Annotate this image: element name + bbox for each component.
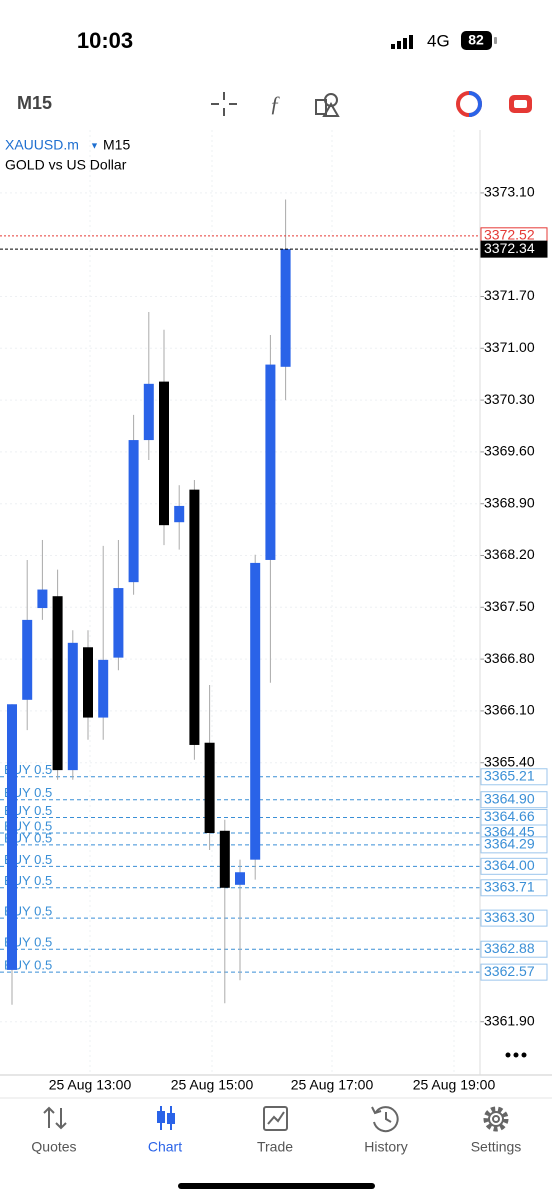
chart-symbol[interactable]: XAUUSD.m — [5, 137, 79, 153]
trade-icon[interactable] — [456, 91, 482, 117]
order-price-label: 3363.71 — [484, 878, 535, 894]
objects-icon[interactable] — [315, 93, 340, 117]
y-tick-label: 3373.10 — [484, 184, 535, 200]
x-tick-label: 25 Aug 13:00 — [49, 1077, 132, 1093]
history-icon[interactable] — [371, 1106, 399, 1133]
home-indicator — [178, 1183, 375, 1189]
tab-bar: Quotes Chart Trade History Settings — [31, 1139, 521, 1155]
signal-icon — [391, 35, 413, 49]
order-price-box — [480, 791, 548, 809]
candle-body — [189, 489, 200, 745]
candle-body — [265, 364, 276, 560]
chart-timeframe: M15 — [103, 137, 130, 153]
candle-body — [37, 589, 48, 609]
candle-body — [113, 588, 124, 658]
more-menu[interactable] — [505, 1052, 527, 1058]
candle-body — [204, 742, 215, 834]
order-price-label: 3362.57 — [484, 963, 535, 979]
y-tick-label: 3371.70 — [484, 287, 535, 303]
battery-level: 82 — [468, 32, 484, 48]
price-label: 3372.34 — [484, 240, 535, 256]
y-tick-label: 3368.90 — [484, 494, 535, 510]
candle-body — [159, 381, 169, 526]
order-price-box — [480, 963, 548, 981]
order-price-label: 3364.90 — [484, 790, 535, 806]
candle-body — [22, 619, 33, 700]
y-tick-label: 3361.90 — [484, 1012, 535, 1028]
chart-icon[interactable] — [157, 1106, 175, 1130]
y-tick-label: 3367.50 — [484, 598, 535, 614]
quotes-icon[interactable] — [43, 1106, 67, 1130]
candle-body — [280, 249, 291, 367]
candle-body — [7, 704, 17, 970]
candle-body — [98, 659, 109, 718]
y-tick-label: 3370.30 — [484, 391, 535, 407]
x-tick-label: 25 Aug 15:00 — [171, 1077, 254, 1093]
price-box — [480, 240, 548, 258]
timeframe-button[interactable]: M15 — [17, 93, 52, 113]
order-price-label: 3363.30 — [484, 909, 535, 925]
tab-label[interactable]: History — [364, 1139, 408, 1155]
y-tick-label: 3366.80 — [484, 650, 535, 666]
chart-description: GOLD vs US Dollar — [5, 157, 127, 173]
order-price-label: 3364.29 — [484, 836, 535, 852]
candle-body — [83, 647, 93, 718]
price-label: 3372.52 — [484, 227, 535, 243]
indicators-icon[interactable]: ƒ — [270, 91, 281, 116]
candle-body — [235, 872, 245, 885]
chart-area: 3373.10 3371.70 3371.00 3370.30 3369.60 3368.… — [0, 130, 548, 1093]
settings-icon[interactable] — [483, 1106, 509, 1132]
order-price-box — [480, 909, 548, 927]
tab-label[interactable]: Trade — [257, 1139, 293, 1155]
tab-label[interactable]: Chart — [148, 1139, 182, 1155]
order-price-box — [480, 836, 548, 854]
candle-body — [250, 562, 261, 860]
y-tick-label: 3369.60 — [484, 443, 535, 459]
order-price-box — [480, 940, 548, 958]
candle-body — [52, 596, 63, 771]
order-price-label: 3365.21 — [484, 767, 535, 783]
order-price-box — [480, 857, 548, 875]
battery — [461, 31, 492, 50]
order-price-box — [480, 768, 548, 786]
y-tick-label: 3366.10 — [484, 702, 535, 718]
y-tick-label: 3365.40 — [484, 753, 535, 769]
x-tick-label: 25 Aug 17:00 — [291, 1077, 374, 1093]
symbol-dropdown[interactable]: ▼ — [90, 140, 99, 150]
order-price-label: 3364.66 — [484, 808, 535, 824]
x-tick-label: 25 Aug 19:00 — [413, 1077, 496, 1093]
order-price-box — [480, 879, 548, 897]
status-time: 10:03 — [77, 28, 133, 53]
y-tick-label: 3368.20 — [484, 546, 535, 562]
candle-body — [143, 383, 154, 441]
order-price-label: 3362.88 — [484, 940, 535, 956]
trade-tab-icon[interactable] — [263, 1106, 288, 1131]
order-price-label: 3364.00 — [484, 857, 535, 873]
candle-body — [174, 505, 185, 523]
battery-tip — [494, 37, 497, 44]
y-tick-label: 3371.00 — [484, 339, 535, 355]
tab-label[interactable]: Quotes — [31, 1139, 76, 1155]
candle-body — [219, 830, 230, 888]
network-label: 4G — [427, 31, 450, 50]
candle-body — [128, 440, 139, 583]
account-icon[interactable] — [509, 95, 532, 113]
candle-body — [67, 642, 78, 771]
tab-label[interactable]: Settings — [471, 1139, 522, 1155]
crosshair-icon[interactable] — [211, 92, 237, 116]
order-price-label: 3364.45 — [484, 824, 535, 840]
